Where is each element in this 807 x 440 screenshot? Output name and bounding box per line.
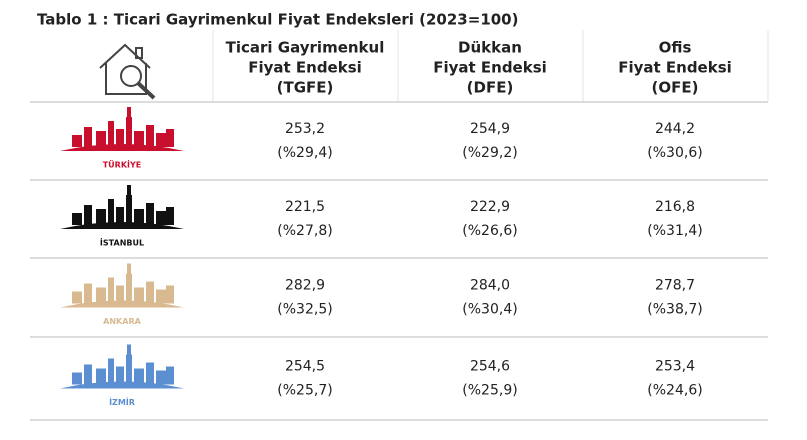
skyline-building [146, 362, 154, 385]
index-value: 216,8 [655, 199, 695, 215]
annual-change: (%29,2) [462, 145, 517, 161]
skyline-building [108, 121, 114, 147]
city-label: ANKARA [103, 317, 141, 326]
annual-change: (%30,4) [462, 302, 517, 318]
skyline-building [134, 287, 144, 304]
skyline-building [134, 131, 144, 147]
skyline-building [96, 131, 106, 147]
skyline-tower [127, 107, 131, 127]
annual-change: (%31,4) [647, 223, 702, 239]
column-header: Ticari Gayrimenkul [226, 39, 385, 57]
skyline-building [84, 127, 92, 147]
column-header: Dükkan [458, 39, 522, 57]
index-value: 254,5 [285, 359, 325, 375]
skyline-building [84, 205, 92, 225]
skyline-building [116, 366, 124, 385]
column-header: Fiyat Endeksi [618, 59, 732, 77]
city-label: İZMİR [109, 397, 135, 407]
index-value: 253,4 [655, 359, 695, 375]
index-value: 253,2 [285, 121, 325, 137]
skyline-building [96, 209, 106, 225]
index-value: 282,9 [285, 278, 325, 294]
skyline-building [166, 366, 174, 385]
annual-change: (%25,7) [277, 383, 332, 399]
column-header: Fiyat Endeksi [433, 59, 547, 77]
skyline-building [108, 199, 114, 225]
annual-change: (%38,7) [647, 302, 702, 318]
skyline-building [116, 129, 124, 147]
skyline-building [108, 277, 114, 304]
skyline-building [126, 354, 132, 385]
skyline-building [166, 207, 174, 225]
skyline-building [108, 358, 114, 385]
index-value: 222,9 [470, 199, 510, 215]
index-value: 254,9 [470, 121, 510, 137]
column-header: (OFE) [652, 79, 699, 97]
annual-change: (%26,6) [462, 223, 517, 239]
city-label: TÜRKİYE [103, 160, 142, 170]
index-value: 221,5 [285, 199, 325, 215]
skyline-building [156, 370, 166, 385]
index-value: 278,7 [655, 278, 695, 294]
skyline-building [156, 133, 166, 147]
annual-change: (%29,4) [277, 145, 332, 161]
skyline-building [96, 287, 106, 304]
skyline-building [146, 125, 154, 147]
skyline-building [156, 211, 166, 225]
skyline-building [166, 285, 174, 304]
index-value: 284,0 [470, 278, 510, 294]
annual-change: (%32,5) [277, 302, 332, 318]
skyline-building [116, 285, 124, 304]
skyline-building [72, 213, 82, 225]
column-header: (DFE) [467, 79, 514, 97]
skyline-building [72, 291, 82, 304]
skyline-building [146, 203, 154, 225]
search-house-icon [99, 43, 156, 100]
skyline-building [116, 207, 124, 225]
column-header: Fiyat Endeksi [248, 59, 362, 77]
skyline-building [126, 273, 132, 304]
column-header: Ofis [659, 39, 692, 57]
skyline-building [84, 364, 92, 385]
column-header: (TGFE) [277, 79, 334, 97]
skyline-tower [127, 263, 131, 284]
skyline-building [156, 289, 166, 304]
skyline-building [134, 209, 144, 225]
skyline-building [72, 372, 82, 385]
skyline-building [96, 368, 106, 385]
annual-change: (%25,9) [462, 383, 517, 399]
skyline-building [84, 283, 92, 304]
skyline-building [126, 195, 132, 225]
title: Tablo 1 : Ticari Gayrimenkul Fiyat Endek… [37, 11, 518, 29]
skyline-building [126, 117, 132, 147]
skyline-building [134, 368, 144, 385]
annual-change: (%27,8) [277, 223, 332, 239]
skyline-tower [127, 344, 131, 365]
annual-change: (%30,6) [647, 145, 702, 161]
index-value: 254,6 [470, 359, 510, 375]
skyline-building [72, 135, 82, 147]
skyline-building [166, 129, 174, 147]
skyline-building [146, 281, 154, 304]
city-label: İSTANBUL [100, 238, 144, 248]
annual-change: (%24,6) [647, 383, 702, 399]
skyline-tower [127, 185, 131, 205]
index-value: 244,2 [655, 121, 695, 137]
